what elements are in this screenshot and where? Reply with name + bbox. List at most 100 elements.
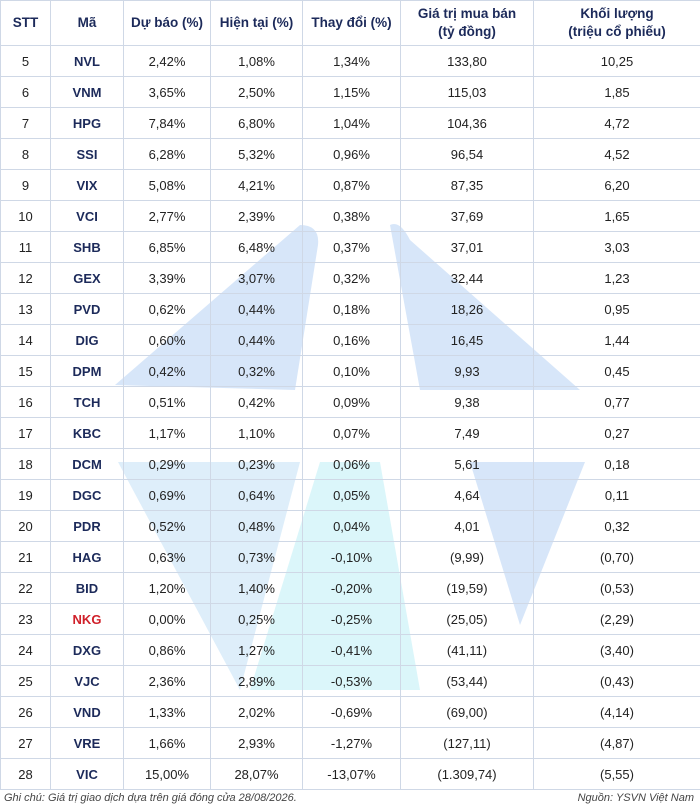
table-cell: 2,93%: [210, 727, 303, 759]
table-cell: 0,95: [533, 293, 700, 325]
table-row: 19 DGC 0,69% 0,64% 0,05% 4,64 0,11: [0, 479, 700, 511]
table-cell: 0,07%: [302, 417, 401, 449]
table-cell: 7,84%: [123, 107, 211, 139]
table-cell: 2,02%: [210, 696, 303, 728]
table-cell: 0,06%: [302, 448, 401, 480]
header-cell: Giá trị mua bán (tỷ đồng): [400, 0, 534, 46]
table-cell: 1,20%: [123, 572, 211, 604]
table-cell: 10: [0, 200, 51, 232]
table-cell: DGC: [50, 479, 124, 511]
table-cell: 2,50%: [210, 76, 303, 108]
table-cell: 28: [0, 758, 51, 790]
table-cell: 5,08%: [123, 169, 211, 201]
table-cell: 2,77%: [123, 200, 211, 232]
table-cell: 0,09%: [302, 386, 401, 418]
table-cell: 0,32: [533, 510, 700, 542]
header-cell: Dự báo (%): [123, 0, 211, 46]
table-cell: 0,62%: [123, 293, 211, 325]
table-cell: DXG: [50, 634, 124, 666]
table-cell: 0,00%: [123, 603, 211, 635]
table-cell: (4,14): [533, 696, 700, 728]
table-cell: (5,55): [533, 758, 700, 790]
table-cell: 17: [0, 417, 51, 449]
table-cell: VNM: [50, 76, 124, 108]
table-row: 18 DCM 0,29% 0,23% 0,06% 5,61 0,18: [0, 448, 700, 480]
table-cell: 0,29%: [123, 448, 211, 480]
table-cell: DPM: [50, 355, 124, 387]
table-cell: (0,53): [533, 572, 700, 604]
table-cell: 5,32%: [210, 138, 303, 170]
table-cell: 0,44%: [210, 293, 303, 325]
table-cell: -0,69%: [302, 696, 401, 728]
source: Nguồn: YSVN Việt Nam: [577, 792, 694, 804]
table-cell: 1,15%: [302, 76, 401, 108]
table-cell: 0,05%: [302, 479, 401, 511]
table-cell: 0,18: [533, 448, 700, 480]
table-cell: TCH: [50, 386, 124, 418]
table-cell: 0,32%: [302, 262, 401, 294]
table-cell: (41,11): [400, 634, 534, 666]
table-cell: 4,64: [400, 479, 534, 511]
table-cell: (4,87): [533, 727, 700, 759]
table-cell: 4,01: [400, 510, 534, 542]
table-cell: 1,40%: [210, 572, 303, 604]
table-cell: 16: [0, 386, 51, 418]
table-cell: 2,42%: [123, 45, 211, 77]
table-cell: 13: [0, 293, 51, 325]
table-row: 14 DIG 0,60% 0,44% 0,16% 16,45 1,44: [0, 324, 700, 356]
header-cell: Mã: [50, 0, 124, 46]
table-cell: 32,44: [400, 262, 534, 294]
table-row: 11 SHB 6,85% 6,48% 0,37% 37,01 3,03: [0, 231, 700, 263]
table-cell: 0,16%: [302, 324, 401, 356]
header-cell: STT: [0, 0, 51, 46]
table-cell: (9,99): [400, 541, 534, 573]
table-cell: 23: [0, 603, 51, 635]
table-cell: NVL: [50, 45, 124, 77]
table-cell: 6,85%: [123, 231, 211, 263]
table-cell: -0,53%: [302, 665, 401, 697]
table-cell: 26: [0, 696, 51, 728]
table-cell: 0,23%: [210, 448, 303, 480]
table-cell: 1,34%: [302, 45, 401, 77]
table-cell: 87,35: [400, 169, 534, 201]
table-cell: 16,45: [400, 324, 534, 356]
table-cell: 4,52: [533, 138, 700, 170]
table-cell: 2,36%: [123, 665, 211, 697]
table-cell: 0,51%: [123, 386, 211, 418]
table-row: 9 VIX 5,08% 4,21% 0,87% 87,35 6,20: [0, 169, 700, 201]
table-cell: 4,72: [533, 107, 700, 139]
footer: Ghi chú: Giá trị giao dịch dựa trên giá …: [0, 790, 700, 806]
table-cell: 0,27: [533, 417, 700, 449]
table-cell: (127,11): [400, 727, 534, 759]
table-cell: 18,26: [400, 293, 534, 325]
table-cell: 0,37%: [302, 231, 401, 263]
table-cell: -0,20%: [302, 572, 401, 604]
table-cell: 9: [0, 169, 51, 201]
footnote: Ghi chú: Giá trị giao dịch dựa trên giá …: [4, 792, 297, 804]
table-cell: 0,04%: [302, 510, 401, 542]
table-row: 15 DPM 0,42% 0,32% 0,10% 9,93 0,45: [0, 355, 700, 387]
table-cell: VIC: [50, 758, 124, 790]
table-row: 20 PDR 0,52% 0,48% 0,04% 4,01 0,32: [0, 510, 700, 542]
table-cell: 9,93: [400, 355, 534, 387]
table-cell: 104,36: [400, 107, 534, 139]
table-cell: 11: [0, 231, 51, 263]
table-cell: 96,54: [400, 138, 534, 170]
table-row: 25 VJC 2,36% 2,89% -0,53% (53,44) (0,43): [0, 665, 700, 697]
table-cell: 6,20: [533, 169, 700, 201]
table-cell: SHB: [50, 231, 124, 263]
table-cell: VCI: [50, 200, 124, 232]
table-cell: 0,96%: [302, 138, 401, 170]
table-cell: -0,25%: [302, 603, 401, 635]
table-cell: 0,10%: [302, 355, 401, 387]
table-cell: 14: [0, 324, 51, 356]
table-cell: 24: [0, 634, 51, 666]
table-cell: (53,44): [400, 665, 534, 697]
table-cell: 25: [0, 665, 51, 697]
table-body: 5 NVL 2,42% 1,08% 1,34% 133,80 10,25 6 VNM 3,65% 2…: [0, 45, 700, 790]
table-row: 6 VNM 3,65% 2,50% 1,15% 115,03 1,85: [0, 76, 700, 108]
table-row: 16 TCH 0,51% 0,42% 0,09% 9,38 0,77: [0, 386, 700, 418]
table-cell: 0,18%: [302, 293, 401, 325]
table-cell: 0,48%: [210, 510, 303, 542]
